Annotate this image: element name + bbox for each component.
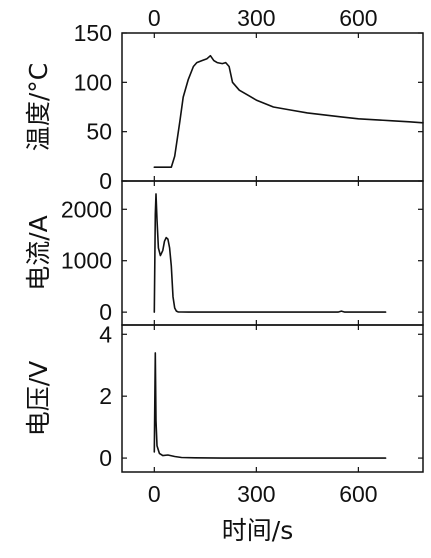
- temperature-panel: 0 50 100 150 0 300 600 温度/°C: [24, 5, 424, 194]
- y-tick-label: 2000: [61, 196, 112, 222]
- y-tick-label: 1000: [61, 248, 112, 274]
- y-tick-label: 100: [74, 69, 112, 95]
- x-axis-title: 时间/s: [222, 516, 293, 545]
- series-line: [153, 352, 387, 459]
- y-tick-label: 4: [99, 321, 112, 347]
- x-tick-label: 300: [237, 5, 275, 31]
- y-axis-title: 电流/A: [24, 215, 53, 291]
- y-tick-label: 0: [99, 445, 112, 471]
- y-tick-label: 150: [74, 20, 112, 46]
- series-line: [153, 54, 424, 168]
- x-tick-label: 600: [339, 481, 377, 507]
- y-tick-label: 0: [99, 299, 112, 325]
- y-axis-title: 温度/°C: [24, 63, 53, 151]
- x-tick-label: 0: [148, 481, 161, 507]
- plot-frame: [121, 324, 424, 473]
- plot-frame: [121, 180, 424, 326]
- x-tick-label: 0: [148, 5, 161, 31]
- y-tick-label: 50: [86, 119, 112, 145]
- y-axis-title: 电压/V: [24, 361, 53, 437]
- y-tick-label: 2: [99, 383, 112, 409]
- current-panel: 0 1000 2000 电流/A: [24, 180, 424, 326]
- series-line: [153, 193, 387, 313]
- x-tick-label: 600: [339, 5, 377, 31]
- voltage-panel: 0 2 4 0 300 600 电压/V 时间/s: [24, 321, 424, 545]
- y-tick-label: 0: [99, 168, 112, 194]
- x-tick-label: 300: [237, 481, 275, 507]
